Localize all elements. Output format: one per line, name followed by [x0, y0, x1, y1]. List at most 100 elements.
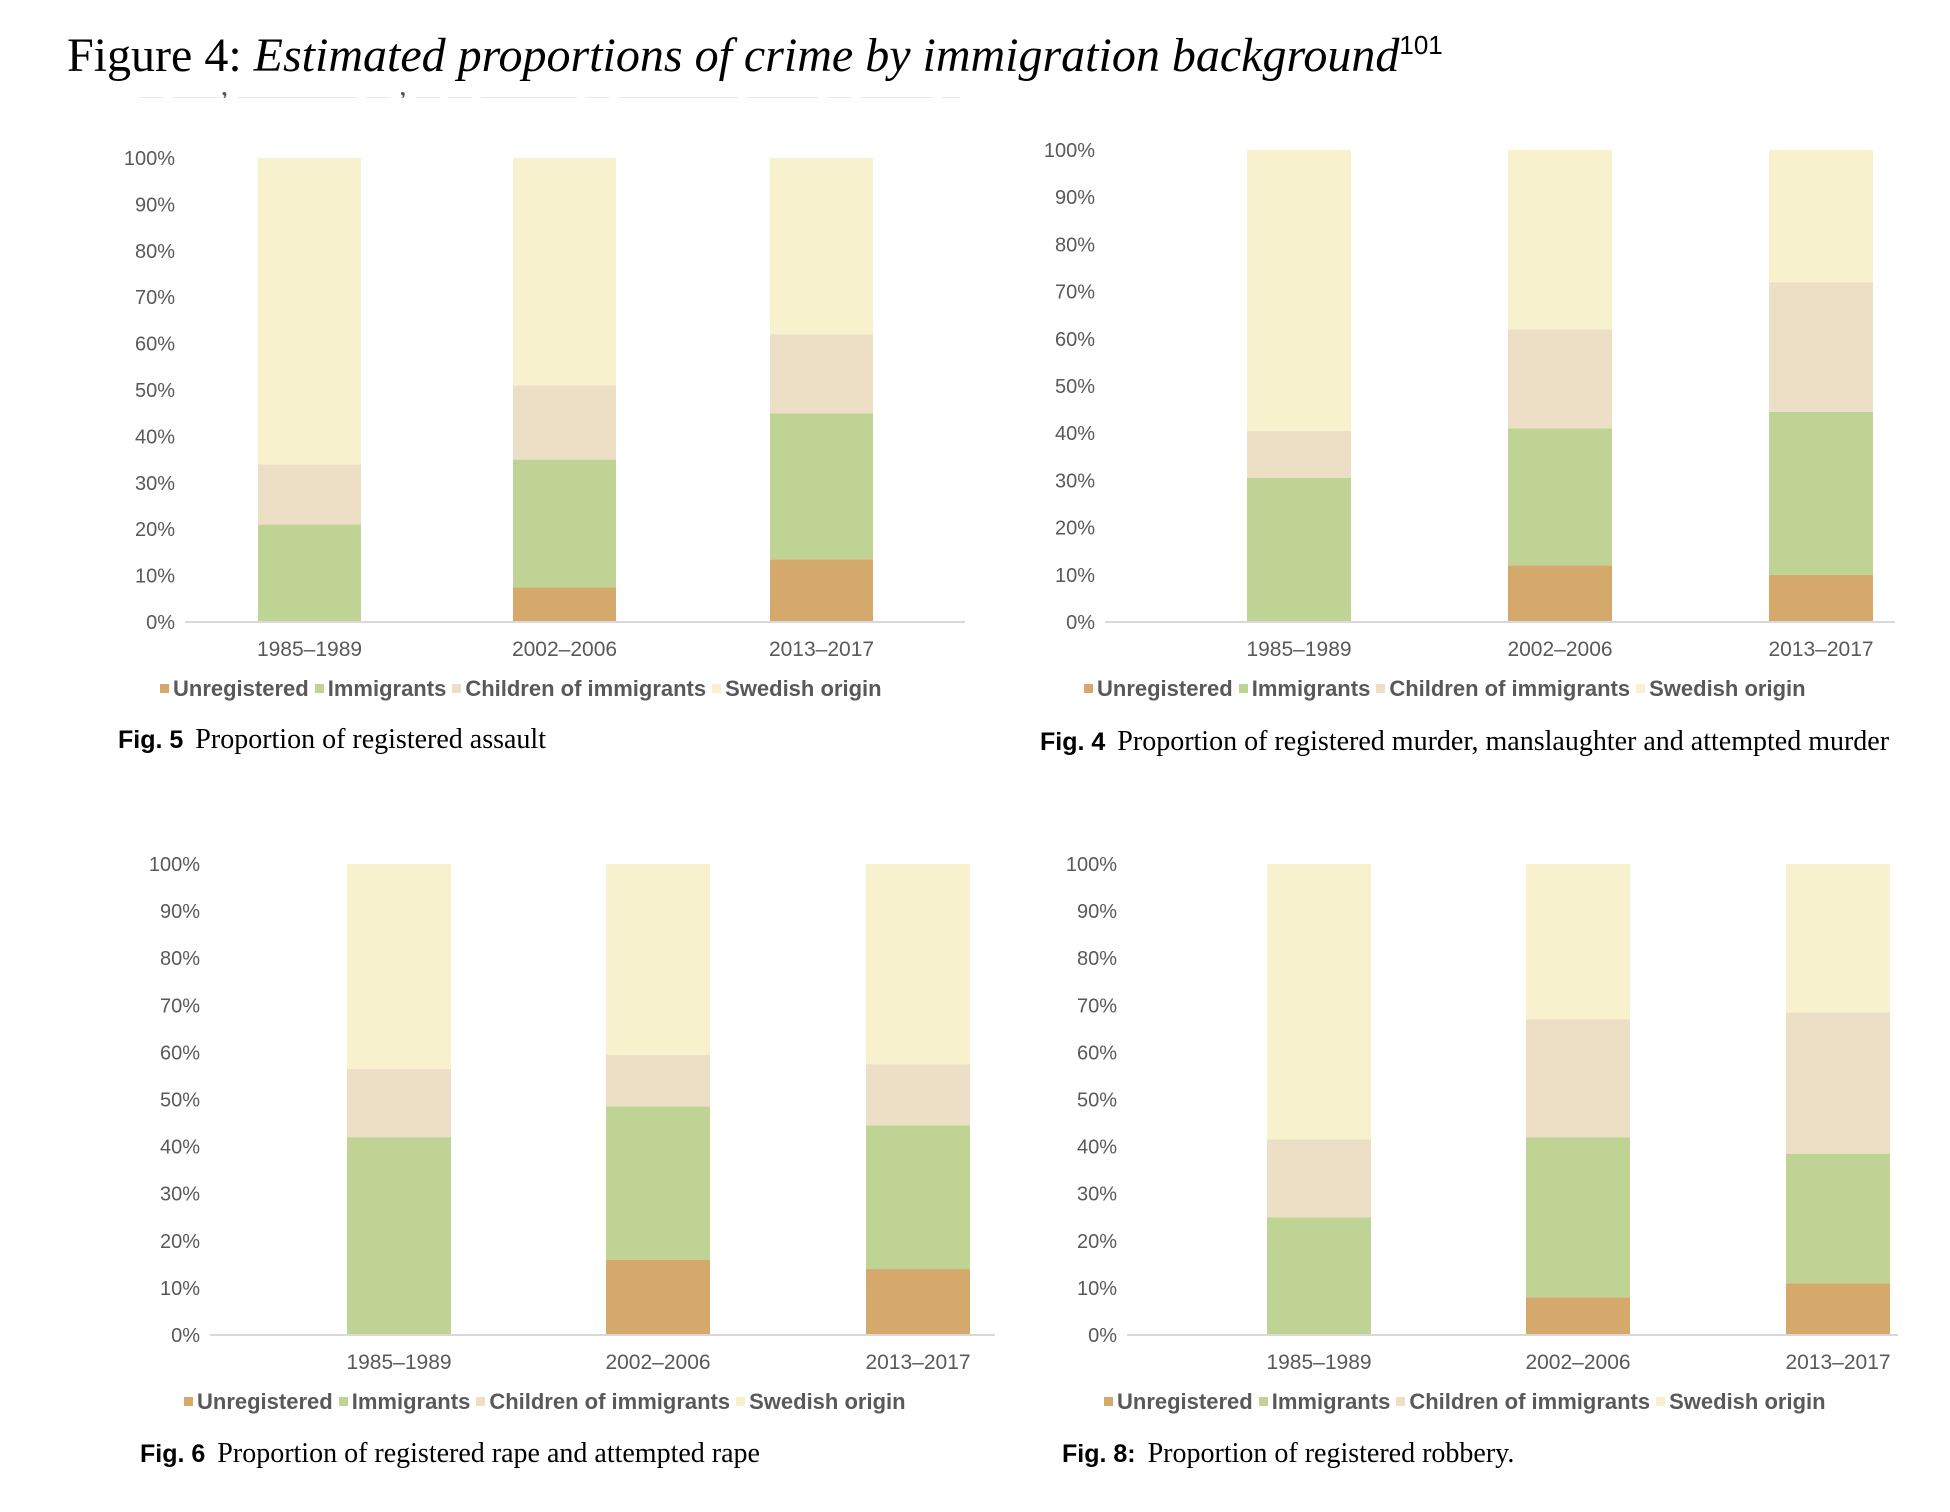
legend-swatch — [1396, 1396, 1406, 1406]
legend-item-children-of-immigrants: Children of immigrants — [452, 676, 706, 702]
page-title-italic: Estimated proportions of crime by immigr… — [253, 29, 1400, 82]
y-tick-label: 0% — [171, 1325, 200, 1347]
bar-segment-swedish-origin — [258, 158, 361, 465]
y-tick-label: 80% — [135, 241, 175, 263]
y-tick-label: 40% — [1077, 1137, 1117, 1159]
x-tick-label: 1985–1989 — [1246, 638, 1351, 661]
bar-segment-swedish-origin — [866, 864, 970, 1065]
bar-segment-immigrants — [1786, 1153, 1890, 1284]
legend-label: Unregistered — [173, 676, 309, 701]
legend-swatch — [452, 683, 462, 693]
bar-segment-swedish-origin — [1786, 864, 1890, 1013]
y-tick-label: 30% — [1055, 470, 1095, 492]
x-tick-label: 1985–1989 — [346, 1351, 451, 1374]
legend-item-unregistered: Unregistered — [160, 676, 309, 702]
legend-item-immigrants: Immigrants — [1258, 1389, 1391, 1415]
bar-segment-children-of-immigrants — [1508, 329, 1612, 429]
y-tick-label: 60% — [1077, 1042, 1117, 1064]
y-tick-label: 90% — [160, 901, 200, 923]
caption-robbery: Fig. 8: Proportion of registered robbery. — [1062, 1436, 1922, 1472]
bar-segment-swedish-origin — [1769, 150, 1873, 283]
y-tick-label: 10% — [1055, 565, 1095, 587]
legend-item-swedish-origin: Swedish origin — [1636, 676, 1806, 702]
x-tick-label: 2013–2017 — [769, 638, 874, 661]
legend-item-unregistered: Unregistered — [1084, 676, 1233, 702]
legend-label: Immigrants — [1251, 676, 1371, 701]
bar-segment-unregistered — [606, 1259, 710, 1335]
legend-label: Swedish origin — [1649, 676, 1806, 701]
bar-segment-swedish-origin — [1267, 864, 1371, 1140]
page-title-lead: Figure 4: — [67, 29, 254, 82]
legend-swatch — [1104, 1396, 1113, 1406]
bar-segment-unregistered — [770, 559, 873, 622]
y-tick-label: 50% — [160, 1090, 200, 1112]
y-tick-label: 30% — [160, 1184, 200, 1206]
caption-fig-label: Fig. 6 — [140, 1440, 206, 1468]
bar-segment-unregistered — [1769, 574, 1873, 622]
y-tick-label: 90% — [135, 194, 175, 216]
y-tick-label: 80% — [1077, 948, 1117, 970]
x-tick-label: 2013–2017 — [1785, 1351, 1890, 1374]
y-tick-label: 0% — [146, 612, 175, 634]
y-tick-label: 100% — [1066, 854, 1117, 876]
legend-swatch — [1084, 683, 1093, 693]
bar-segment-unregistered — [1786, 1283, 1890, 1335]
legend-swatch — [338, 1396, 348, 1406]
legend-item-swedish-origin: Swedish origin — [736, 1389, 906, 1415]
bar-segment-swedish-origin — [1247, 150, 1351, 431]
legend-item-unregistered: Unregistered — [184, 1389, 333, 1415]
bar-segment-children-of-immigrants — [1267, 1139, 1371, 1218]
legend-label: Immigrants — [1271, 1389, 1391, 1414]
y-tick-label: 20% — [160, 1231, 200, 1253]
y-tick-label: 60% — [135, 334, 175, 356]
y-tick-label: 40% — [135, 426, 175, 448]
legend-swatch — [712, 683, 722, 693]
legend-item-swedish-origin: Swedish origin — [712, 676, 882, 702]
x-tick-label: 2002–2006 — [512, 638, 617, 661]
legend-swatch — [1376, 683, 1386, 693]
legend-label: Unregistered — [1097, 676, 1233, 701]
bar-segment-children-of-immigrants — [1769, 282, 1873, 412]
bar-segment-children-of-immigrants — [866, 1064, 970, 1126]
legend-item-children-of-immigrants: Children of immigrants — [1376, 676, 1630, 702]
legend-swatch — [1238, 683, 1248, 693]
legend-swatch — [160, 683, 169, 693]
bar-segment-immigrants — [606, 1106, 710, 1260]
bar-segment-swedish-origin — [770, 158, 873, 335]
y-tick-label: 10% — [135, 566, 175, 588]
bar-segment-immigrants — [1769, 411, 1873, 575]
legend-swatch — [1258, 1396, 1268, 1406]
legend-label: Swedish origin — [1669, 1389, 1826, 1414]
legend-robbery: Unregistered Immigrants Children of immigr… — [1104, 1389, 1832, 1415]
legend-item-swedish-origin: Swedish origin — [1656, 1389, 1826, 1415]
bar-segment-immigrants — [258, 524, 361, 622]
legend-item-unregistered: Unregistered — [1104, 1389, 1253, 1415]
y-tick-label: 10% — [160, 1278, 200, 1300]
legend-label: Children of immigrants — [489, 1389, 731, 1414]
y-tick-label: 70% — [1077, 995, 1117, 1017]
x-tick-label: 2013–2017 — [865, 1351, 970, 1374]
x-tick-label: 2013–2017 — [1768, 638, 1873, 661]
legend-label: Immigrants — [327, 676, 447, 701]
bar-segment-swedish-origin — [513, 158, 616, 386]
bar-segment-unregistered — [1508, 565, 1612, 622]
bar-segment-children-of-immigrants — [513, 385, 616, 460]
y-tick-label: 40% — [1055, 423, 1095, 445]
bar-segment-children-of-immigrants — [1786, 1012, 1890, 1154]
y-tick-label: 50% — [1055, 376, 1095, 398]
bar-segment-swedish-origin — [347, 864, 451, 1069]
y-tick-label: 30% — [1077, 1184, 1117, 1206]
bar-segment-unregistered — [866, 1269, 970, 1335]
bar-segment-immigrants — [866, 1125, 970, 1270]
bar-segment-immigrants — [1526, 1137, 1630, 1298]
legend-item-children-of-immigrants: Children of immigrants — [476, 1389, 730, 1415]
footnote-marker: 101 — [1399, 30, 1443, 60]
bar-segment-children-of-immigrants — [1526, 1019, 1630, 1138]
y-tick-label: 90% — [1077, 901, 1117, 923]
bar-segment-immigrants — [1267, 1217, 1371, 1335]
x-tick-label: 2002–2006 — [1525, 1351, 1630, 1374]
bar-segment-immigrants — [347, 1137, 451, 1335]
caption-text: Proportion of registered robbery. — [1147, 1438, 1515, 1469]
bar-segment-children-of-immigrants — [1247, 430, 1351, 479]
legend-swatch — [184, 1396, 193, 1406]
